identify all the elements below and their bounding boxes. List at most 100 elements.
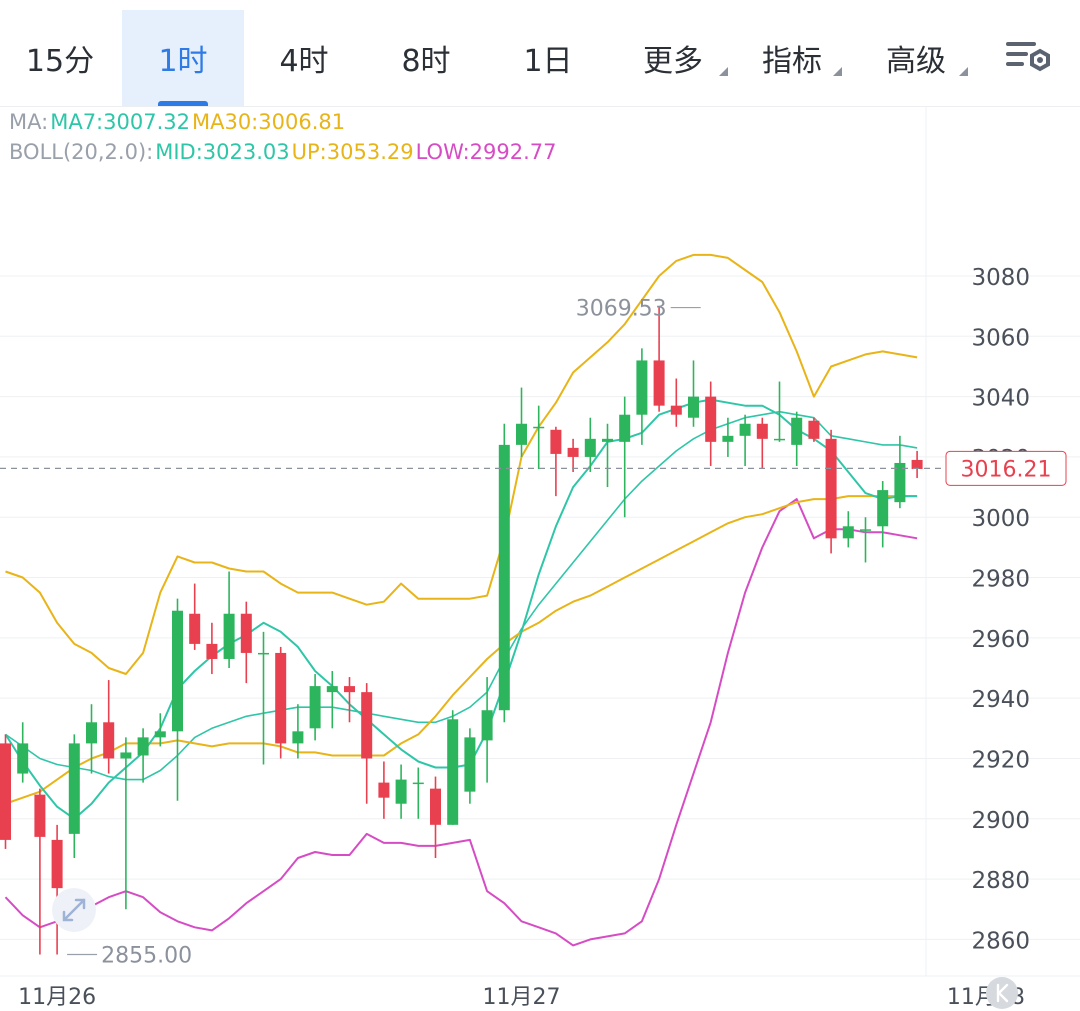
candle-down [206,622,218,675]
expand-icon-glyph [62,898,86,922]
candle-down [705,381,717,466]
scroll-to-latest-icon[interactable] [986,977,1018,1009]
candle-down [430,776,441,858]
candle-body [275,652,287,744]
candle-body [51,839,63,889]
tab-4h[interactable]: 4时 [244,10,364,106]
candle-up [774,381,785,442]
tab-15min[interactable]: 15分 [0,10,120,106]
chart-settings-icon[interactable] [1002,36,1054,80]
candle-up [172,598,183,801]
tab-label: 8时 [401,44,451,79]
candle-up [722,417,734,457]
candle-up [533,405,545,469]
candle-down [51,824,63,955]
candle-body [223,613,235,659]
tab-1h[interactable]: 1时 [122,10,244,106]
candle-up [860,517,871,563]
candle-body [894,462,906,503]
candle-body [688,396,699,418]
y-tick-label: 2900 [971,808,1030,834]
candle-down [34,788,46,955]
boll-mid-value: MID:3023.03 [155,140,290,164]
tab-indicators[interactable]: 指标 [736,10,848,106]
tab-label: 15分 [25,44,95,79]
candle-down [240,601,252,684]
candle-body [842,526,854,539]
ma30-line [5,495,918,805]
candle-up [791,411,803,466]
candle-body [825,438,837,539]
candle-down [361,683,373,804]
candle-up [739,414,751,466]
ma7-value: MA7:3007.32 [50,110,190,134]
candle-body [17,743,29,774]
candle-body [636,360,648,415]
candle-down [567,438,579,473]
candle-up [447,710,459,825]
candle-body [464,737,476,792]
candle-body [619,414,631,442]
y-tick-label: 2860 [971,928,1030,954]
candle-body [791,417,803,445]
candle-up [894,435,906,509]
candle-body [86,722,97,744]
tab-label: 高级 [886,44,946,79]
candlestick-chart[interactable]: 3080306030403020300029802960294029202900… [0,106,1080,1011]
tab-label: 指标 [762,44,822,79]
scroll-icon-glyph [996,983,1009,1003]
max-price-label: 3069.53 [576,297,667,322]
boll-low-line [4,498,918,947]
tab-label: 1时 [158,44,208,79]
candle-body [292,731,304,744]
candle-body [172,610,183,732]
dropdown-caret-icon [833,67,842,76]
x-tick-label: 11月27 [483,985,561,1010]
boll-up-value: UP:3053.29 [291,140,414,164]
candle-up [68,734,80,858]
candle-body [584,438,596,457]
active-tab-indicator [158,101,208,106]
tab-label: 更多 [643,44,703,79]
candle-body [705,396,717,442]
candle-body [602,438,613,442]
candle-body [68,743,80,834]
candle-up [498,423,510,723]
candle-body [137,737,149,756]
candle-up [137,728,149,783]
candle-down [911,450,923,479]
candle-body [670,405,682,415]
candle-up [395,764,407,819]
candle-body [326,686,338,693]
candle-up [842,511,854,548]
candle-up [877,481,889,548]
candle-body [447,719,459,825]
y-tick-label: 2960 [971,627,1030,653]
tab-8h[interactable]: 8时 [366,10,486,106]
candle-up [326,671,338,729]
candle-down [550,426,562,497]
candle-body [240,613,252,653]
ma7-line [4,398,918,820]
candle-down [275,646,287,759]
boll-low-value: LOW:2992.77 [415,140,557,164]
candle-body [498,444,510,711]
dropdown-caret-icon [719,67,728,76]
candle-body [395,779,407,804]
candle-body [722,435,734,442]
candle-body [412,782,424,785]
tab-advanced[interactable]: 高级 [858,10,974,106]
candle-down [344,677,355,723]
candle-up [292,704,304,759]
tab-1d[interactable]: 1日 [488,10,608,106]
candle-body [567,447,579,457]
tab-label: 1日 [523,44,573,79]
candle-body [516,423,527,445]
y-tick-label: 2980 [971,567,1030,593]
candle-up [86,704,97,774]
expand-icon[interactable] [52,888,96,932]
tab-more[interactable]: 更多 [612,10,734,106]
current-price-tag [945,450,1067,486]
candle-up [602,423,613,488]
candle-down [189,583,201,650]
